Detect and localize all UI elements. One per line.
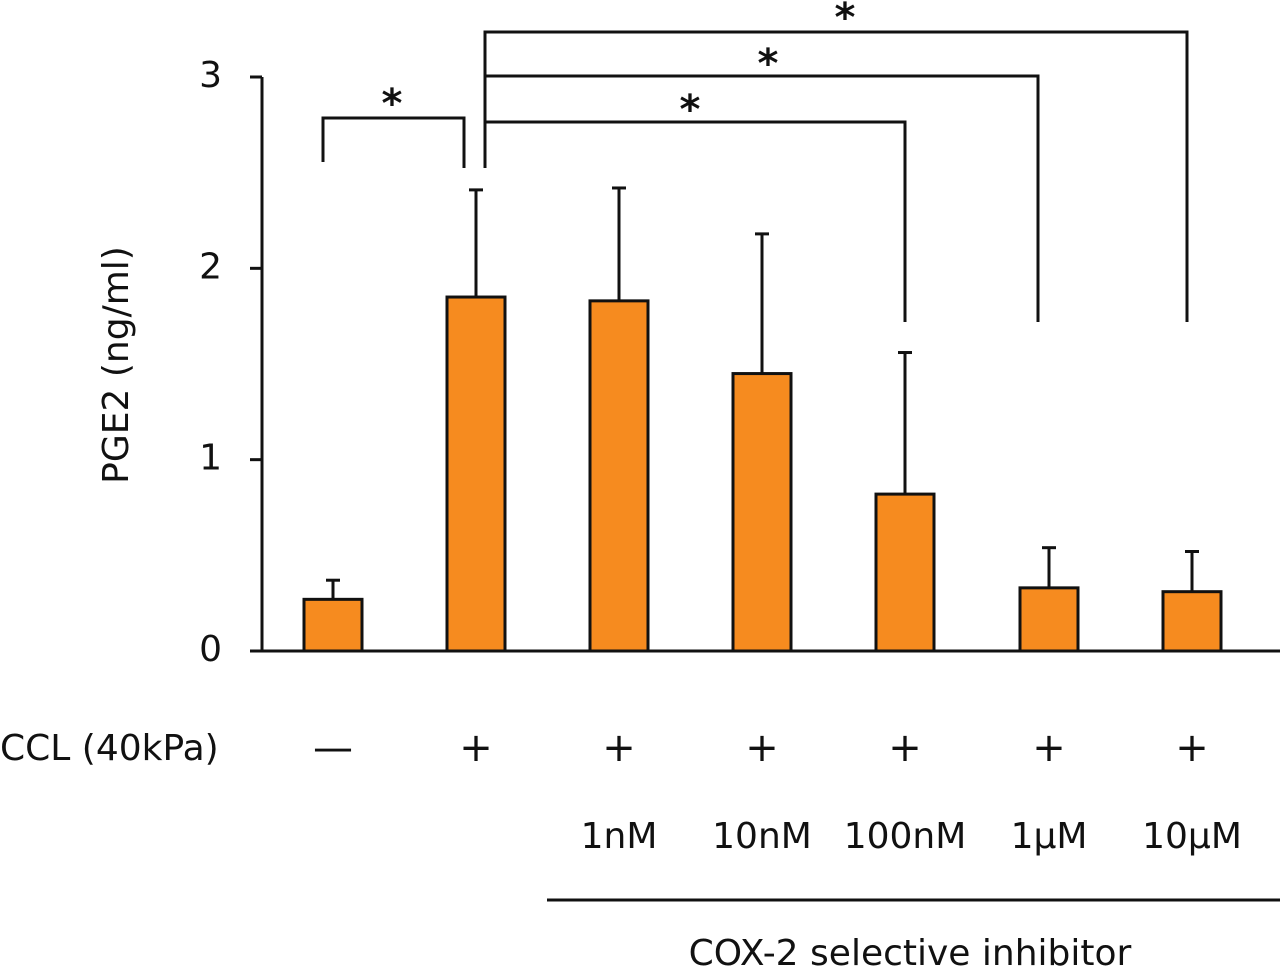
bar bbox=[874, 492, 936, 653]
significance-label: * bbox=[382, 81, 403, 127]
significance-bracket bbox=[321, 116, 466, 168]
significance-label: * bbox=[758, 41, 779, 87]
y-tick-label: 3 bbox=[199, 55, 222, 96]
x-tick-label: + bbox=[1175, 725, 1209, 771]
dose-label: 1nM bbox=[581, 816, 658, 857]
x-tick-label: + bbox=[1032, 725, 1066, 771]
significance-label: * bbox=[680, 87, 701, 133]
row-label: CCL (40kPa) bbox=[0, 728, 219, 769]
bar bbox=[1018, 586, 1080, 653]
y-axis-label: PGE2 (ng/ml) bbox=[96, 246, 137, 484]
bar bbox=[1161, 590, 1223, 653]
significance-bracket bbox=[483, 30, 1189, 322]
dose-label: 1µM bbox=[1011, 816, 1088, 857]
x-tick-label: + bbox=[459, 725, 493, 771]
significance-bracket bbox=[485, 120, 907, 322]
significance-bracket bbox=[485, 74, 1040, 322]
dose-label: 100nM bbox=[844, 816, 967, 857]
x-tick-label: + bbox=[888, 725, 922, 771]
x-tick-label: — bbox=[313, 725, 353, 771]
x-tick-label: + bbox=[745, 725, 779, 771]
bar bbox=[588, 299, 650, 653]
y-tick-label: 2 bbox=[199, 246, 222, 287]
bar bbox=[731, 372, 793, 653]
bar bbox=[302, 597, 364, 653]
y-tick-label: 0 bbox=[199, 629, 222, 670]
group-label: COX-2 selective inhibitor bbox=[689, 933, 1132, 972]
bar bbox=[445, 295, 507, 653]
y-tick-label: 1 bbox=[199, 438, 222, 479]
x-tick-label: + bbox=[602, 725, 636, 771]
significance-label: * bbox=[835, 0, 856, 41]
dose-label: 10µM bbox=[1142, 816, 1242, 857]
dose-label: 10nM bbox=[712, 816, 812, 857]
